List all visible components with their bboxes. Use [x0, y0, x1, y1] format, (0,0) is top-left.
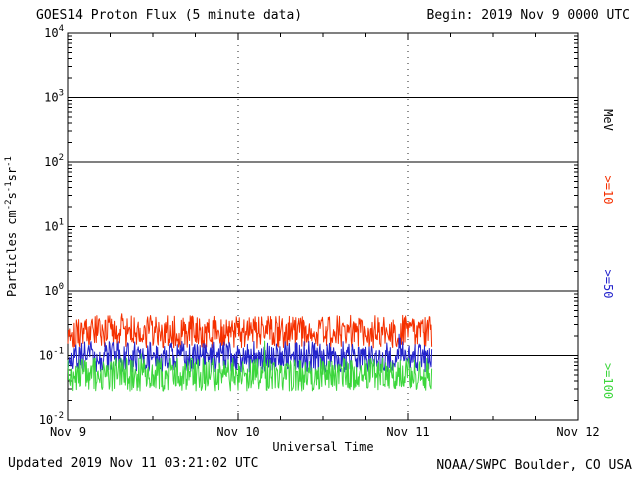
y-tick-label-1e-1: 10-1 [39, 347, 64, 363]
y-tick-label-1e3: 103 [44, 89, 64, 105]
y-axis-title: Particles cm-2s-1sr-1 [4, 156, 19, 297]
begin-timestamp: Begin: 2019 Nov 9 0000 UTC [426, 8, 631, 23]
updated-timestamp: Updated 2019 Nov 11 03:21:02 UTC [8, 456, 259, 471]
series-label-ge50: >=50 [601, 270, 615, 299]
x-tick-label-0: Nov 9 [50, 425, 86, 439]
series-label-ge100: >=100 [601, 363, 615, 399]
x-tick-label-3: Nov 12 [556, 425, 599, 439]
y-tick-label-1e4: 104 [44, 24, 64, 40]
mev-axis-label: MeV [601, 109, 615, 131]
x-axis-title: Universal Time [272, 440, 373, 454]
y-tick-label-1e1: 101 [44, 218, 64, 234]
y-tick-label-1e-2: 10-2 [39, 411, 64, 427]
series-line-ge10 [67, 313, 433, 349]
series-label-ge10: >=10 [601, 176, 615, 205]
series-line-ge100 [67, 340, 433, 392]
chart-title: GOES14 Proton Flux (5 minute data) [36, 8, 303, 23]
x-tick-label-1: Nov 10 [216, 425, 259, 439]
noaa-credit: NOAA/SWPC Boulder, CO USA [436, 458, 632, 473]
y-tick-label-1e2: 102 [44, 153, 64, 169]
y-tick-label-1e0: 100 [44, 282, 64, 298]
series-line-ge50 [67, 333, 433, 373]
x-tick-label-2: Nov 11 [386, 425, 429, 439]
